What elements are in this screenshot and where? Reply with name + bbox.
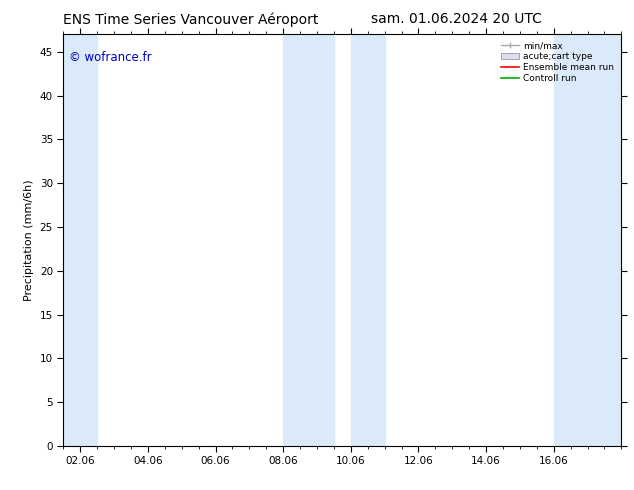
Legend: min/max, acute;cart type, Ensemble mean run, Controll run: min/max, acute;cart type, Ensemble mean … [499, 39, 617, 86]
Y-axis label: Precipitation (mm/6h): Precipitation (mm/6h) [24, 179, 34, 301]
Bar [63, 34, 97, 446]
Text: ENS Time Series Vancouver Aéroport: ENS Time Series Vancouver Aéroport [63, 12, 318, 27]
Bar [351, 34, 385, 446]
Text: © wofrance.fr: © wofrance.fr [69, 51, 152, 64]
Bar [283, 34, 334, 446]
Text: sam. 01.06.2024 20 UTC: sam. 01.06.2024 20 UTC [371, 12, 542, 26]
Bar [553, 34, 621, 446]
